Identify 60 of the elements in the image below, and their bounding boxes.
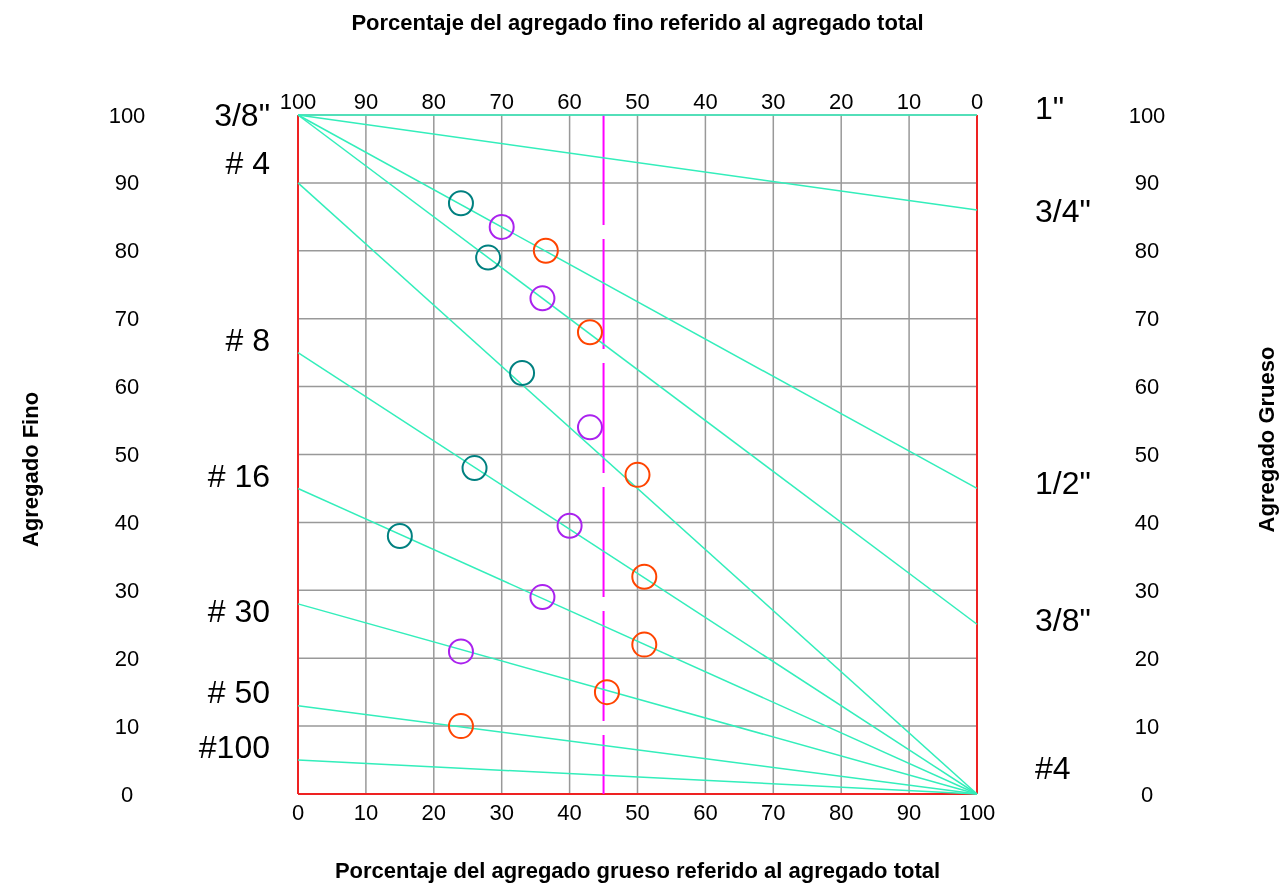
y-axis-title: Agregado Fino [18,391,43,548]
x2-tick-label: 30 [761,89,786,114]
x2-tick-label: 100 [279,89,317,114]
x2-tick-label: 80 [421,89,447,114]
x2-tick-label: 10 [896,89,922,114]
y2-tick-label: 50 [1134,442,1160,467]
x-tick-label: 40 [557,800,582,825]
x-tick-label: 20 [421,800,447,825]
x-axis-title: Porcentaje del agregado grueso referido al agregado total [334,858,941,883]
y-tick-label: 40 [114,509,140,535]
text: # 50 [207,674,270,710]
text: #100 [198,729,270,765]
y-tick-label: 80 [114,238,140,264]
text: #4 [1035,750,1071,786]
y2-tick-label: 10 [1134,713,1160,739]
y2-tick-label: 90 [1134,170,1160,196]
y-tick-label: 60 [114,374,140,400]
y-tick-label: 100 [108,102,146,128]
x2-tick-label: 50 [625,89,650,114]
y2-tick-label: 0 [1140,781,1154,807]
x2-tick-label: 70 [489,89,514,114]
y2-tick-label: 100 [1128,102,1166,128]
text: 3/8" [1035,602,1091,638]
text: # 16 [207,458,270,494]
y-tick-label: 70 [114,306,140,332]
y2-tick-label: 70 [1134,306,1160,332]
x2-tick-label: 0 [970,89,984,114]
y2-tick-label: 80 [1134,238,1160,264]
x2-tick-label: 20 [828,89,854,114]
x2-axis-title: Porcentaje del agregado fino referido al agregado total [351,10,924,35]
x-tick-label: 100 [958,800,996,825]
x2-tick-label: 90 [353,89,379,114]
x2-tick-label: 40 [693,89,718,114]
text: 3/4" [1035,193,1091,229]
x-tick-label: 10 [353,800,379,825]
text: 1/2" [1035,465,1091,501]
x-tick-label: 60 [693,800,718,825]
text: 1" [1035,90,1065,126]
x-tick-label: 50 [625,800,650,825]
y-tick-label: 20 [114,645,140,671]
y2-tick-label: 20 [1134,645,1160,671]
x-tick-label: 80 [828,800,854,825]
y2-tick-label: 30 [1134,577,1160,603]
y-tick-label: 10 [114,713,140,739]
y2-axis-title: Agregado Grueso [1254,346,1279,533]
x-tick-label: 70 [761,800,786,825]
y2-tick-label: 60 [1134,374,1160,400]
text: # 4 [225,145,270,181]
x-tick-label: 30 [489,800,514,825]
x2-tick-label: 60 [557,89,582,114]
text: # 30 [207,593,270,629]
y2-tick-label: 40 [1134,509,1160,535]
y-tick-label: 90 [114,170,140,196]
y-tick-label: 30 [114,577,140,603]
x-tick-label: 0 [291,800,305,825]
text: # 8 [225,322,270,358]
text: 3/8" [214,97,270,133]
y-tick-label: 50 [114,442,140,467]
y-tick-label: 0 [120,781,134,807]
x-tick-label: 90 [896,800,922,825]
